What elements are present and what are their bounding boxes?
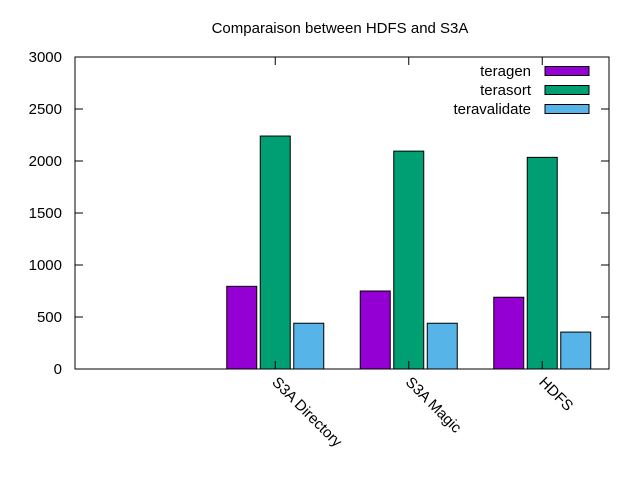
bar-teragen-hdfs: [493, 296, 525, 370]
bar-terasort-s3a-directory: [259, 135, 291, 370]
legend: teragen terasort teravalidate: [453, 63, 590, 118]
legend-swatch-teragen: [544, 66, 590, 76]
x-tick-label: S3A Directory: [268, 374, 345, 451]
y-tick-label: 0: [54, 361, 62, 378]
legend-label-terasort: terasort: [480, 82, 532, 99]
legend-swatch-terasort: [544, 85, 590, 95]
legend-label-teragen: teragen: [480, 63, 531, 80]
y-tick-label: 2500: [29, 101, 62, 118]
x-tick-label: HDFS: [535, 374, 576, 415]
y-tick-label: 2000: [29, 153, 62, 170]
bar-teragen-s3a-directory: [226, 285, 258, 370]
bar-teravalidate-s3a-directory: [293, 322, 325, 370]
bar-teragen-s3a-magic: [359, 290, 391, 370]
x-tick-label: S3A Magic: [402, 374, 465, 437]
bar-teravalidate-s3a-magic: [426, 322, 458, 370]
legend-swatch-teravalidate: [544, 104, 590, 114]
chart-title: Comparaison between HDFS and S3A: [212, 20, 469, 37]
bar-terasort-s3a-magic: [393, 150, 425, 370]
y-tick-label: 1000: [29, 257, 62, 274]
bars-layer: [226, 135, 592, 370]
legend-label-teravalidate: teravalidate: [453, 101, 531, 118]
y-tick-label: 3000: [29, 49, 62, 66]
bar-teravalidate-hdfs: [560, 331, 592, 370]
y-tick-label: 500: [37, 309, 62, 326]
bar-terasort-hdfs: [526, 156, 558, 370]
y-tick-label: 1500: [29, 205, 62, 222]
